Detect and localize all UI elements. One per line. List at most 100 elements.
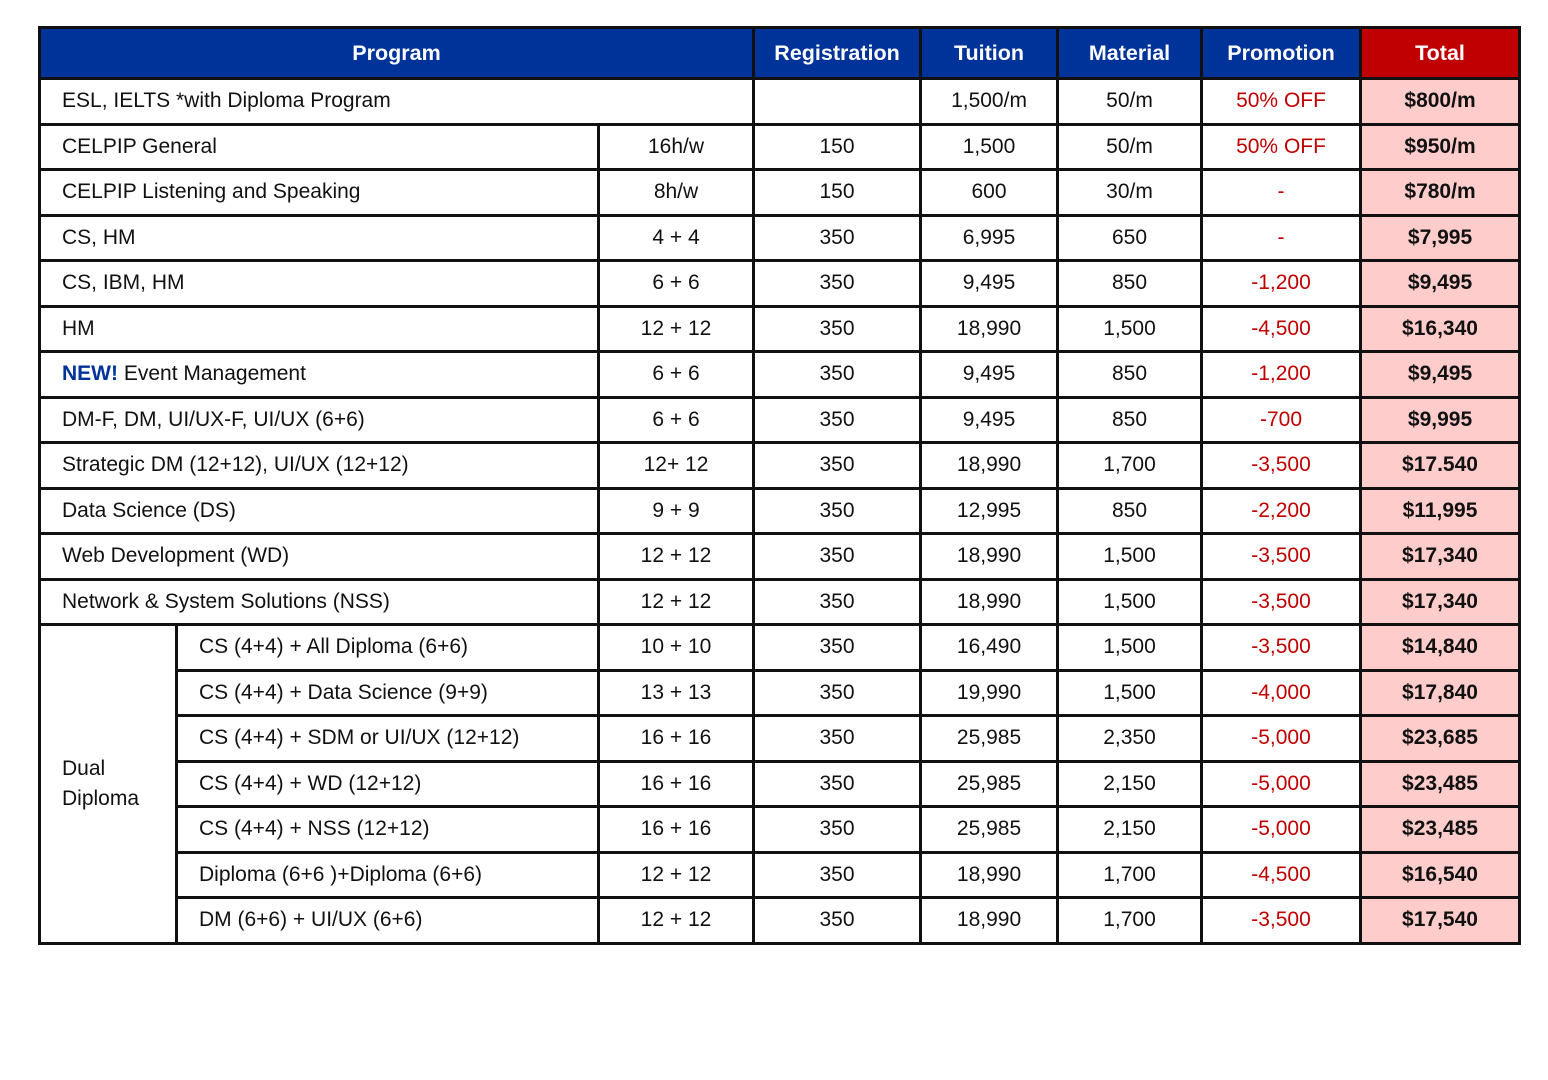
tuition-cell: 12,995 [919,486,1060,535]
material-cell: 650 [1056,213,1204,262]
tuition-cell: 16,490 [919,623,1060,672]
program-name: Data Science (DS) [38,486,600,535]
material-cell: 1,500 [1056,668,1204,717]
total-cell: $950/m [1359,122,1522,171]
program-name: DM-F, DM, UI/UX-F, UI/UX (6+6) [38,395,600,444]
duration-cell: 12 + 12 [596,896,756,945]
program-name: CELPIP Listening and Speaking [38,168,600,217]
program-name: HM [38,304,600,353]
tuition-cell: 18,990 [919,896,1060,945]
duration-cell: 12+ 12 [596,441,756,490]
registration-cell [752,77,923,126]
promotion-cell: -3,500 [1200,896,1363,945]
table-row: NEW! Event Management 6 + 6 350 9,495 850 -1,… [38,350,1522,399]
duration-cell: 6 + 6 [596,395,756,444]
promotion-cell: 50% OFF [1200,77,1363,126]
registration-cell: 350 [752,759,923,808]
program-name: CS (4+4) + NSS (12+12) [175,805,600,854]
registration-cell: 350 [752,850,923,899]
table-row: CS, HM 4 + 4 350 6,995 650- $7,995 [38,213,1522,262]
promotion-cell: -5,000 [1200,759,1363,808]
program-name: Strategic DM (12+12), UI/UX (12+12) [38,441,600,490]
material-cell: 850 [1056,395,1204,444]
tuition-cell: 18,990 [919,441,1060,490]
header-row: Program Registration Tuition Material Pr… [37,26,1522,80]
pricing-table-container: Program Registration Tuition Material Pr… [37,26,1522,945]
tuition-cell: 25,985 [919,759,1060,808]
promotion-cell: -3,500 [1200,532,1363,581]
promotion-cell: -1,200 [1200,350,1363,399]
table-row-dual: Diploma (6+6 )+Diploma (6+6) 12 + 12 350 18… [40,850,1522,899]
program-label: Event Management [118,362,306,386]
registration-cell: 150 [752,168,923,217]
registration-cell: 150 [752,122,923,171]
material-cell: 1,700 [1056,896,1204,945]
program-name: CELPIP General [38,122,600,171]
material-cell: 2,150 [1056,805,1204,854]
registration-cell: 350 [752,441,923,490]
registration-cell: 350 [752,623,923,672]
registration-cell: 350 [752,668,923,717]
total-cell: $7,995 [1359,213,1522,262]
duration-cell: 12 + 12 [596,850,756,899]
duration-cell: 13 + 13 [596,668,756,717]
promotion-cell: - [1200,168,1363,217]
registration-cell: 350 [752,805,923,854]
header-promotion: Promotion [1200,26,1363,80]
table-row-dual: CS (4+4) + Data Science (9+9) 13 + 13 350 1… [40,668,1522,717]
duration-cell: 8h/w [596,168,756,217]
registration-cell: 350 [752,350,923,399]
duration-cell: 4 + 4 [596,213,756,262]
promotion-cell: 50% OFF [1200,122,1363,171]
promotion-cell: -3,500 [1200,577,1363,626]
total-cell: $17,840 [1359,668,1522,717]
material-cell: 850 [1056,486,1204,535]
program-name: CS (4+4) + WD (12+12) [175,759,600,808]
tuition-cell: 1,500 [919,122,1060,171]
promotion-cell: -3,500 [1200,623,1363,672]
program-name: CS (4+4) + Data Science (9+9) [175,668,600,717]
duration-cell: 12 + 12 [596,304,756,353]
total-cell: $800/m [1359,77,1522,126]
total-cell: $17,540 [1359,896,1522,945]
material-cell: 850 [1056,259,1204,308]
duration-cell: 16h/w [596,122,756,171]
duration-cell: 16 + 16 [596,714,756,763]
material-cell: 850 [1056,350,1204,399]
tuition-cell: 6,995 [919,213,1060,262]
material-cell: 50/m [1056,77,1204,126]
total-cell: $23,685 [1359,714,1522,763]
total-cell: $17,340 [1359,577,1522,626]
tuition-cell: 600 [919,168,1060,217]
program-name: ESL, IELTS *with Diploma Program [37,77,756,126]
duration-cell: 6 + 6 [596,259,756,308]
tuition-cell: 19,990 [919,668,1060,717]
total-cell: $16,540 [1359,850,1522,899]
table-row: DM-F, DM, UI/UX-F, UI/UX (6+6) 6 + 6 350 9,… [38,395,1522,444]
header-program: Program [37,26,756,80]
total-cell: $11,995 [1359,486,1522,535]
material-cell: 30/m [1056,168,1204,217]
promotion-cell: - [1200,213,1363,262]
promotion-cell: -4,500 [1200,304,1363,353]
program-name: Diploma (6+6 )+Diploma (6+6) [175,850,600,899]
registration-cell: 350 [752,395,923,444]
material-cell: 1,500 [1056,304,1204,353]
material-cell: 2,150 [1056,759,1204,808]
total-cell: $9,995 [1359,395,1522,444]
duration-cell: 16 + 16 [596,759,756,808]
promotion-cell: -4,500 [1200,850,1363,899]
total-cell: $17,340 [1359,532,1522,581]
material-cell: 50/m [1056,122,1204,171]
table-row: Network & System Solutions (NSS) 12 + 12 3… [38,577,1522,626]
table-row-dual: CS (4+4) + WD (12+12) 16 + 16 350 25,985 2,1… [40,759,1522,808]
duration-cell: 16 + 16 [596,805,756,854]
program-name: CS, HM [38,213,600,262]
tuition-cell: 9,495 [919,395,1060,444]
table-row: Strategic DM (12+12), UI/UX (12+12) 12+ 1… [38,441,1522,490]
registration-cell: 350 [752,213,923,262]
material-cell: 2,350 [1056,714,1204,763]
program-name: CS (4+4) + SDM or UI/UX (12+12) [175,714,600,763]
header-material: Material [1056,26,1204,80]
registration-cell: 350 [752,486,923,535]
